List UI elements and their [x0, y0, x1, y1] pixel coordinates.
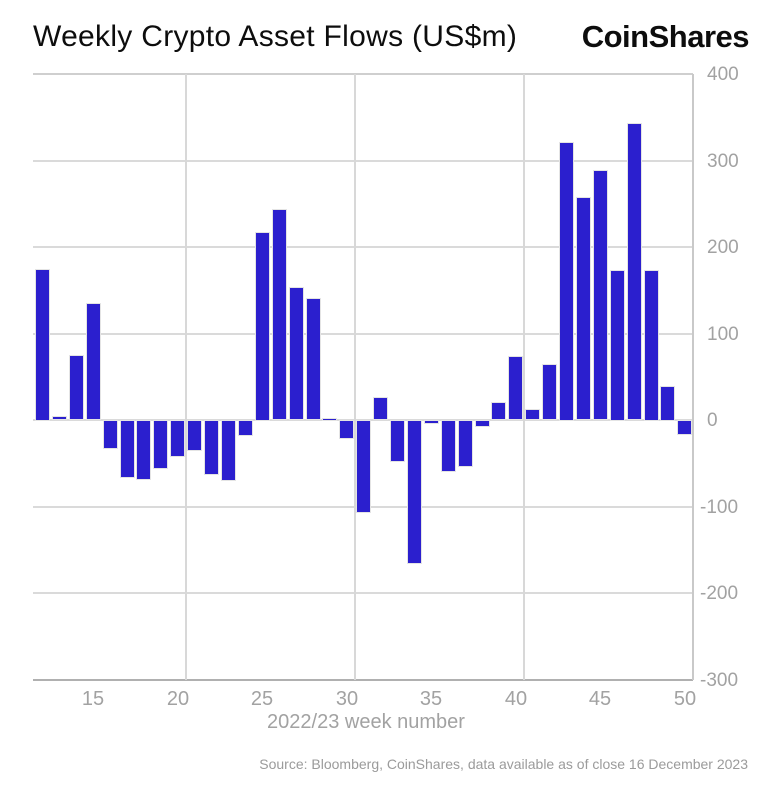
- bar-week-12: [35, 269, 50, 421]
- chart-title: Weekly Crypto Asset Flows (US$m): [33, 20, 518, 53]
- bar-week-43: [559, 142, 574, 421]
- h-gridline--200: [33, 592, 693, 594]
- y-tick-label-400: 400: [707, 64, 739, 85]
- bar-week-21: [187, 420, 202, 451]
- y-tick-label--300: -300: [700, 670, 739, 691]
- bar-week-38: [475, 420, 490, 427]
- bar-week-47: [627, 123, 642, 420]
- h-gridline-300: [33, 160, 693, 162]
- x-tick-label-35: 35: [419, 688, 443, 710]
- bar-week-36: [441, 420, 456, 472]
- bar-week-27: [289, 287, 304, 420]
- bar-week-13: [52, 416, 67, 420]
- bar-week-33: [390, 420, 405, 462]
- v-gridline-20.5: [185, 74, 187, 680]
- y-tick-label--200: -200: [700, 583, 739, 604]
- bar-week-23: [221, 420, 236, 481]
- v-gridline-40.5: [523, 74, 525, 680]
- bar-week-50: [677, 420, 692, 435]
- bar-week-41: [525, 409, 540, 420]
- x-tick-label-40: 40: [504, 688, 528, 710]
- bar-week-20: [170, 420, 185, 457]
- bar-week-39: [491, 402, 506, 420]
- y-tick-label-200: 200: [707, 237, 739, 258]
- bar-week-34: [407, 420, 422, 564]
- bar-week-32: [373, 397, 388, 420]
- bar-week-25: [255, 232, 270, 421]
- plot-area: [33, 73, 694, 681]
- x-tick-label-50: 50: [673, 688, 697, 710]
- h-gridline-400: [33, 73, 693, 75]
- x-tick-label-20: 20: [166, 688, 190, 710]
- bar-week-35: [424, 420, 439, 424]
- bar-week-46: [610, 270, 625, 421]
- y-tick-label-0: 0: [707, 410, 718, 431]
- bar-week-28: [306, 298, 321, 420]
- x-tick-label-15: 15: [81, 688, 105, 710]
- v-gridline-30.5: [354, 74, 356, 680]
- h-gridline-200: [33, 246, 693, 248]
- bar-week-19: [153, 420, 168, 469]
- bar-week-24: [238, 420, 253, 436]
- bar-week-15: [86, 303, 101, 420]
- source-note: Source: Bloomberg, CoinShares, data avai…: [259, 756, 748, 772]
- bar-week-40: [508, 356, 523, 420]
- y-tick-label-300: 300: [707, 151, 739, 172]
- x-tick-label-45: 45: [588, 688, 612, 710]
- bar-week-48: [644, 270, 659, 421]
- x-tick-label-25: 25: [250, 688, 274, 710]
- bar-week-45: [593, 170, 608, 420]
- y-tick-label--100: -100: [700, 497, 739, 518]
- bar-week-37: [458, 420, 473, 467]
- h-gridline--300: [33, 679, 693, 681]
- bar-week-22: [204, 420, 219, 475]
- bar-week-17: [120, 420, 135, 478]
- h-gridline-100: [33, 333, 693, 335]
- bar-week-18: [136, 420, 151, 480]
- y-tick-label-100: 100: [707, 324, 739, 345]
- x-axis-title: 2022/23 week number: [267, 711, 465, 733]
- coinshares-logo: CoinShares: [581, 19, 750, 54]
- bar-week-42: [542, 364, 557, 420]
- bar-week-49: [660, 386, 675, 421]
- bar-week-26: [272, 209, 287, 420]
- bar-week-44: [576, 197, 591, 420]
- x-tick-label-30: 30: [335, 688, 359, 710]
- bar-week-14: [69, 355, 84, 420]
- bar-week-30: [339, 420, 354, 439]
- bar-week-16: [103, 420, 118, 449]
- bar-week-29: [322, 418, 337, 421]
- bar-week-31: [356, 420, 371, 513]
- v-gridline-50.5: [692, 74, 694, 680]
